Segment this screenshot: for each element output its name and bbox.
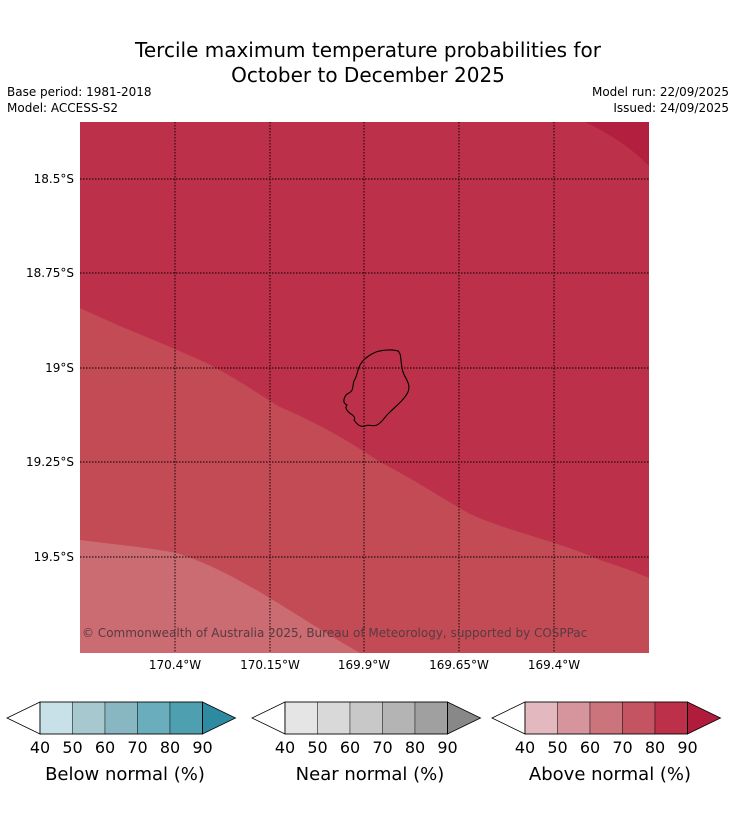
lon-label-170-15: 170.15°W: [240, 658, 300, 672]
colorbar-near-label: Near normal (%): [295, 764, 445, 785]
tick: 80: [159, 738, 181, 757]
tick: 90: [192, 738, 213, 757]
lon-label-169-4: 169.4°W: [527, 658, 581, 672]
colorbar-swatch: [589, 701, 623, 735]
title-line-1: Tercile maximum temperature probabilitie…: [135, 38, 601, 62]
tick: 80: [644, 738, 666, 757]
colorbar-swatch: [169, 701, 203, 735]
base-period: Base period: 1981-2018: [7, 85, 152, 99]
colorbar-swatch: [382, 701, 416, 735]
meta-right: Model run: 22/09/2025 Issued: 24/09/2025: [592, 84, 729, 116]
tick: 60: [579, 738, 601, 757]
colorbar-swatch: [39, 701, 73, 735]
tick: 40: [29, 738, 51, 757]
tick: 40: [274, 738, 296, 757]
tick: 70: [127, 738, 148, 757]
region-above-90: [585, 122, 649, 166]
colorbar-above-label: Above normal (%): [528, 764, 692, 785]
lat-label-19: 19°S: [45, 361, 74, 375]
colorbar-swatch: [524, 701, 558, 735]
tick: 80: [404, 738, 426, 757]
colorbar-near-normal: 40 50 60 70 80 90 Near normal (%): [250, 700, 490, 785]
lon-label-169-9: 169.9°W: [337, 658, 391, 672]
colorbar-over-triangle: [202, 701, 237, 735]
lon-label-170-4: 170.4°W: [148, 658, 202, 672]
title-line-2: October to December 2025: [231, 63, 505, 87]
colorbar-swatch: [284, 701, 318, 735]
tick: 90: [677, 738, 698, 757]
colorbar-swatch: [349, 701, 383, 735]
colorbar-swatch: [557, 701, 591, 735]
lon-label-169-65: 169.65°W: [429, 658, 489, 672]
colorbar-swatch: [72, 701, 106, 735]
lat-label-18-5: 18.5°S: [33, 172, 74, 186]
tick: 90: [437, 738, 458, 757]
colorbar-near-ticks: 40 50 60 70 80 90: [250, 736, 490, 757]
tick: 50: [62, 738, 83, 757]
tick: 50: [547, 738, 568, 757]
region-above-60: [80, 540, 360, 653]
model-name: Model: ACCESS-S2: [7, 101, 119, 115]
probability-map[interactable]: [80, 122, 649, 653]
lat-label-19-25: 19.25°S: [26, 455, 74, 469]
colorbar-under-triangle: [251, 701, 286, 735]
colorbar-swatch: [317, 701, 351, 735]
colorbar-border: [39, 701, 203, 735]
map-title: Tercile maximum temperature probabilitie…: [0, 38, 736, 88]
graticule: [80, 122, 649, 653]
colorbar-over-triangle: [687, 701, 722, 735]
tick: 50: [307, 738, 328, 757]
tick: 70: [612, 738, 633, 757]
colorbar-swatch: [654, 701, 688, 735]
colorbar-above-normal: 40 50 60 70 80 90 Above normal (%): [490, 700, 730, 785]
colorbar-below-ticks: 40 50 60 70 80 90: [5, 736, 245, 757]
map-svg: [80, 122, 649, 653]
tick: 60: [339, 738, 361, 757]
colorbar-above-ticks: 40 50 60 70 80 90: [490, 736, 730, 757]
niue-island-outline: [343, 349, 410, 427]
tick: 60: [94, 738, 116, 757]
colorbar-under-triangle: [6, 701, 41, 735]
colorbar-swatch: [414, 701, 448, 735]
colorbar-near-swatches: [251, 701, 482, 735]
colorbar-below-label: Below normal (%): [45, 764, 205, 785]
colorbar-swatch: [137, 701, 171, 735]
colorbar-below-normal: 40 50 60 70 80 90 Below normal (%): [5, 700, 245, 785]
colorbar-below-swatches: [6, 701, 237, 735]
copyright-notice: © Commonwealth of Australia 2025, Bureau…: [82, 626, 588, 640]
lat-label-18-75: 18.75°S: [26, 266, 74, 280]
tick: 40: [514, 738, 536, 757]
colorbar-under-triangle: [491, 701, 526, 735]
colorbar-border: [524, 701, 688, 735]
model-run: Model run: 22/09/2025: [591, 85, 729, 99]
tick: 70: [372, 738, 393, 757]
meta-left: Base period: 1981-2018 Model: ACCESS-S2: [7, 84, 152, 116]
issued-date: Issued: 24/09/2025: [613, 101, 729, 115]
colorbar-border: [284, 701, 448, 735]
region-above-70: [80, 308, 649, 653]
colorbar-over-triangle: [447, 701, 482, 735]
colorbar-above-swatches: [491, 701, 722, 735]
colorbar-swatch: [622, 701, 656, 735]
colorbar-swatch: [104, 701, 138, 735]
lat-label-19-5: 19.5°S: [33, 550, 74, 564]
